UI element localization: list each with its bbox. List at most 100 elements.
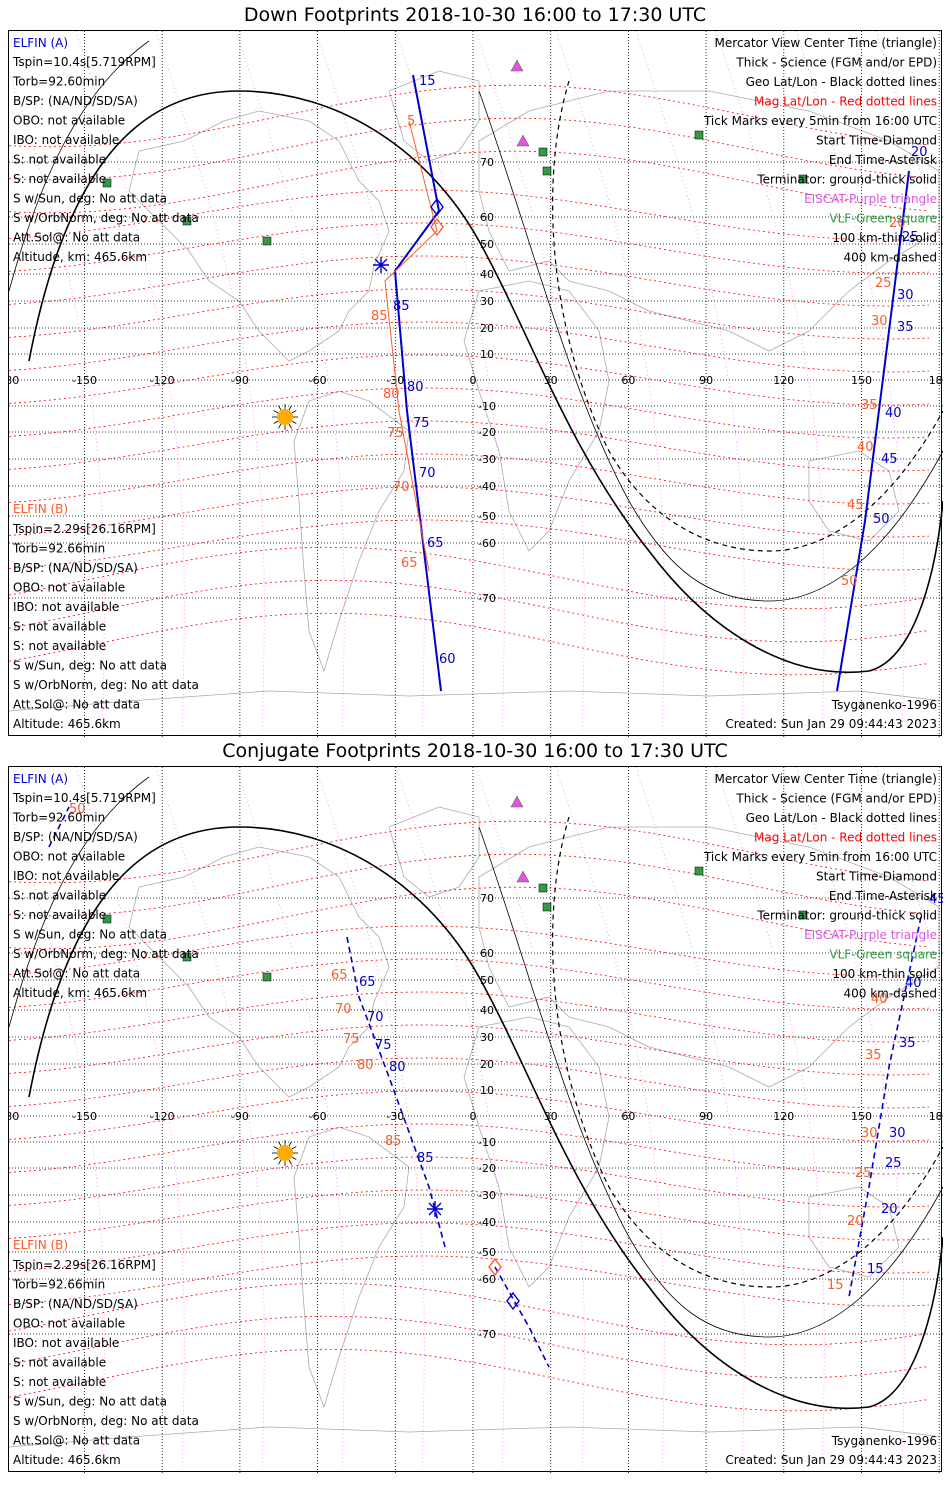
mag-grid xyxy=(9,767,943,1468)
elfin-b-info: ELFIN (B) Tspin=2.29s[26.16RPM] Torb=92.66… xyxy=(12,1238,199,1467)
mag-meridian xyxy=(9,805,105,1468)
vlf-square xyxy=(538,147,548,157)
footprint-tracks: 1585807570656020253035404550585807570652… xyxy=(371,74,928,692)
legend-item: Thick - Science (FGM and/or EPD) xyxy=(735,792,937,806)
elfin-a-track-4 xyxy=(48,806,70,848)
mag-meridian xyxy=(155,767,265,1468)
elfin-a-tick-label: 15 xyxy=(419,74,436,89)
elfin-b-tick-label: 75 xyxy=(343,1032,360,1047)
elfin-b-tick-label: 15 xyxy=(827,1278,844,1293)
legend: Mercator View Center Time (triangle) Thic… xyxy=(703,772,937,1001)
coastline xyxy=(808,450,900,542)
elfin-b-info-line: S: not available xyxy=(13,639,106,653)
elfin-a-tick-label: 40 xyxy=(885,406,902,421)
elfin-b-info-line: IBO: not available xyxy=(13,600,119,614)
mag-parallel xyxy=(9,1123,930,1175)
legend-item: Start Time-Diamond xyxy=(816,870,937,884)
terminator-100km xyxy=(9,40,943,602)
mag-meridian xyxy=(715,767,825,1468)
mag-parallel xyxy=(9,546,930,610)
elfin-a-tick-label: 60 xyxy=(439,652,456,667)
mag-parallel xyxy=(9,453,930,505)
elfin-b-tick-label: 25 xyxy=(855,1166,872,1181)
legend-item: 400 km-dashed xyxy=(843,251,937,265)
elfin-a-tick-label: 70 xyxy=(367,1010,384,1025)
lat-label: -40 xyxy=(478,1216,496,1229)
elfin-b-tick-label: 85 xyxy=(371,309,388,324)
elfin-b-info-line: S: not available xyxy=(13,1356,106,1370)
elfin-a-info-line: S: not available xyxy=(13,908,106,922)
lat-label: -20 xyxy=(478,426,496,439)
elfin-a-tick-label: 85 xyxy=(393,299,410,314)
model-name: Tsyganenko-1996 xyxy=(831,1434,937,1448)
lon-label: -90 xyxy=(231,374,249,387)
lat-label: 60 xyxy=(480,947,494,960)
lon-label: -60 xyxy=(309,374,327,387)
elfin-a-info-line: OBO: not available xyxy=(13,114,125,128)
elfin-b-tick-label: 50 xyxy=(841,574,858,589)
down-footprints-panel: -180 -150 -120 -90 -60 -30 0 30 60 90 120 150 180 70 6… xyxy=(8,30,943,737)
elfin-b-tick-label: 50 xyxy=(69,802,86,817)
elfin-a-info-line: OBO: not available xyxy=(13,850,125,864)
mag-meridian xyxy=(75,31,185,732)
coastline xyxy=(128,846,390,1098)
terminator-400km xyxy=(552,80,943,552)
mag-parallel xyxy=(9,579,930,643)
legend-item: Mag Lat/Lon - Red dotted lines xyxy=(754,95,937,109)
mag-grid xyxy=(9,31,943,732)
mag-parallel xyxy=(9,1189,930,1241)
mag-meridian xyxy=(75,767,185,1468)
elfin-b-info-line: S: not available xyxy=(13,620,106,634)
coastline xyxy=(463,1016,610,1288)
elfin-b-tick-label: 70 xyxy=(393,480,410,495)
elfin-a-track-2 xyxy=(836,170,910,692)
map-canvas: -180 -150 -120 -90 -60 -30 0 30 60 90 120 150 180 70 6… xyxy=(9,31,943,737)
elfin-a-info-line: Tspin=10.4s[5.719RPM] xyxy=(12,791,156,805)
start-diamond xyxy=(430,217,444,237)
legend-item: Tick Marks every 5min from 16:00 UTC xyxy=(703,850,937,864)
elfin-a-info-line: S w/OrbNorm, deg: No att data xyxy=(13,947,199,961)
elfin-b-info-line: S: not available xyxy=(13,1375,106,1389)
elfin-a-info: ELFIN (A) Tspin=10.4s[5.719RPM] Torb=92.60… xyxy=(12,36,199,264)
lon-label: -120 xyxy=(150,1110,175,1123)
geo-grid xyxy=(9,767,943,1473)
elfin-a-tick-label: 65 xyxy=(359,975,376,990)
elfin-b-info-line: S w/OrbNorm, deg: No att data xyxy=(13,678,199,692)
vlf-square xyxy=(262,972,272,982)
vlf-square xyxy=(694,130,704,140)
elfin-b-tick-label: 65 xyxy=(331,968,348,983)
mag-parallel xyxy=(9,1348,930,1412)
legend-item: Mag Lat/Lon - Red dotted lines xyxy=(754,831,937,845)
vlf-square xyxy=(542,166,552,176)
lat-label: -10 xyxy=(478,400,496,413)
start-diamond xyxy=(506,1291,520,1311)
elfin-a-info-line: IBO: not available xyxy=(13,133,119,147)
elfin-a-info: ELFIN (A) Tspin=10.4s[5.719RPM] Torb=92.60… xyxy=(12,772,199,1000)
coastline xyxy=(478,90,940,352)
vlf-square xyxy=(102,914,112,924)
elfin-a-tick-label: 15 xyxy=(867,1262,884,1277)
sun-icon xyxy=(272,1140,298,1166)
coastline xyxy=(388,806,480,898)
elfin-b-info-line: Att.Sol@: No att data xyxy=(13,1434,140,1448)
elfin-a-tick-label: 70 xyxy=(419,466,436,481)
coastline xyxy=(388,70,480,162)
mag-meridian xyxy=(475,767,585,1468)
elfin-a-info-line: S: not available xyxy=(13,172,106,186)
elfin-b-tick-label: 70 xyxy=(335,1002,352,1017)
elfin-a-tick-label: 75 xyxy=(375,1038,392,1053)
lat-label: -70 xyxy=(478,1328,496,1341)
map-canvas: -180 -150 -120 -90 -60 -30 0 30 60 90 120 150 180 70 6… xyxy=(9,767,943,1473)
end-asterisk xyxy=(373,257,389,273)
lon-label: -120 xyxy=(150,374,175,387)
mag-meridian xyxy=(555,767,665,1468)
elfin-b-tick-label: 30 xyxy=(861,1126,878,1141)
lon-label: -150 xyxy=(72,374,97,387)
terminator-ground xyxy=(28,90,943,673)
legend-item: End Time-Asterisk xyxy=(829,153,937,167)
legend-item: Thick - Science (FGM and/or EPD) xyxy=(735,56,937,70)
mag-meridian xyxy=(315,767,425,1468)
end-asterisk xyxy=(427,1201,443,1217)
model-name: Tsyganenko-1996 xyxy=(831,698,937,712)
vlf-square xyxy=(262,236,272,246)
